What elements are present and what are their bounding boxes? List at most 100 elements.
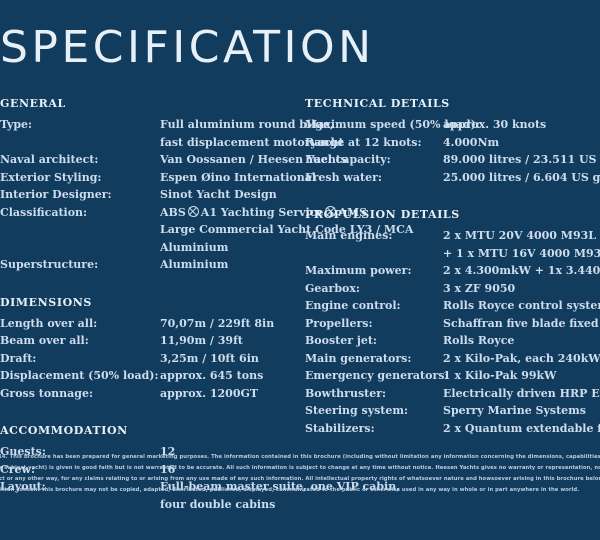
spec-label: Layout: <box>0 480 46 493</box>
spec-label: Range at 12 knots: <box>305 135 422 149</box>
spec-label: Stabilizers: <box>305 421 375 435</box>
spec-row: Displacement (50% load): approx. 645 ton… <box>0 367 330 385</box>
spec-row: Main engines: 2 x MTU 20V 4000 M93L Fixe… <box>305 227 600 245</box>
spec-row: Interior Designer: Sinot Yacht Design <box>0 186 330 204</box>
spec-label: Engine control: <box>305 299 401 312</box>
spec-row: Aluminium <box>0 239 330 257</box>
spec-label: Beam over all: <box>0 334 89 347</box>
spec-value: 2 x 4.300mkW + 1x 3.440kW <box>443 264 600 277</box>
left-column: GENERAL Type: Full aluminium round bilge… <box>0 96 413 514</box>
section-dimensions: DIMENSIONS Length over all: 70,07m / 229… <box>0 295 330 403</box>
spec-value: 12 <box>160 445 176 458</box>
section-general: GENERAL Type: Full aluminium round bilge… <box>0 96 413 274</box>
spec-value: 2 x Kilo-Pak, each 240kW <box>443 351 600 365</box>
spec-row: Large Commercial Yacht Code LY3 / MCA <box>0 221 413 239</box>
spec-value: 16 <box>160 462 176 476</box>
legal-line: it be liable in contract or any other wa… <box>0 476 600 482</box>
spec-value: 1 x Kilo-Pak 99kW <box>443 369 557 382</box>
spec-row: Crew: 16 <box>0 461 330 479</box>
spec-value: four double cabins <box>160 497 276 511</box>
spec-row: + 1 x MTU 16V 4000 M93L Booster Jet <box>305 245 600 263</box>
spec-row: fast displacement motoryacht <box>0 134 344 152</box>
spec-label: Maximum speed (50% load): <box>305 118 480 131</box>
page-title: SPECIFICATION <box>0 22 375 73</box>
spec-row: four double cabins <box>0 496 330 514</box>
spec-row: Gearbox: 3 x ZF 9050 <box>305 280 600 298</box>
spec-row: Fresh water: 25.000 litres / 6.604 US ga… <box>305 169 600 187</box>
spec-label: Main generators: <box>305 351 412 365</box>
spec-label: Propellers: <box>305 316 373 330</box>
spec-label: Naval architect: <box>0 153 99 166</box>
spec-label: Type: <box>0 118 33 131</box>
classification-prefix: ABS <box>160 205 186 219</box>
spec-value: 3 x ZF 9050 <box>443 281 516 295</box>
spec-label: Bowthruster: <box>305 386 387 400</box>
spec-value-classification: ABS A1 Yachting Service AMS <box>160 204 367 222</box>
spec-label: Crew: <box>0 462 36 476</box>
spec-row: Gross tonnage: approx. 1200GT <box>0 385 330 403</box>
legal-footer: © Heesen Yachts 2014. This brochure has … <box>0 452 600 496</box>
spec-row: Stabilizers: 2 x Quantum extendable fin … <box>305 420 600 438</box>
spec-value: Rolls Royce <box>443 334 515 347</box>
spec-value: Rolls Royce control system <box>443 299 600 312</box>
spec-value: approx. 1200GT <box>160 386 259 400</box>
spec-row: Type: Full aluminium round bilge, <box>0 116 334 134</box>
spec-row: Emergency generators: 1 x Kilo-Pak 99kW <box>305 367 600 385</box>
spec-value: Full aluminium round bilge, <box>160 118 334 131</box>
spec-row: Main generators: 2 x Kilo-Pak, each 240k… <box>305 350 600 368</box>
section-spacer <box>0 274 330 295</box>
spec-label: Interior Designer: <box>0 188 112 201</box>
section-spacer <box>0 402 330 423</box>
section-heading-accommodation: ACCOMMODATION <box>0 424 128 437</box>
spec-label: Displacement (50% load): <box>0 369 159 382</box>
spec-row: Draft: 3,25m / 10ft 6in <box>0 350 330 368</box>
spec-value: 89.000 litres / 23.511 US gallons <box>443 153 600 166</box>
spec-row: Naval architect: Van Oossanen / Heesen Y… <box>0 151 347 169</box>
spec-value: Schaffran five blade fixed pitch Ø 2.000… <box>443 316 600 330</box>
spec-label: Gross tonnage: <box>0 386 94 400</box>
spec-label: Length over all: <box>0 316 98 330</box>
spec-label: Gearbox: <box>305 281 360 295</box>
spec-value: Aluminium <box>160 258 229 271</box>
spec-value: 2 x MTU 20V 4000 M93L Fixed Propeller <box>443 229 600 242</box>
spec-label: Booster jet: <box>305 334 377 347</box>
section-heading-dimensions: DIMENSIONS <box>0 295 92 309</box>
spec-value: 4.000Nm <box>443 135 500 149</box>
maltese-cross-icon <box>325 205 337 217</box>
spec-label: Classification: <box>0 205 88 219</box>
classification-middle: A1 Yachting Service <box>200 205 324 219</box>
spec-row: Booster jet: Rolls Royce <box>305 332 600 350</box>
spec-value: approx. 30 knots <box>443 118 547 131</box>
spec-value: Electrically driven HRP Europe 165kW <box>443 386 600 400</box>
spec-value: 2 x Quantum extendable fin stabilizers <box>443 421 600 435</box>
spec-value: 3,25m / 10ft 6in <box>160 351 259 365</box>
spec-value: + 1 x MTU 16V 4000 M93L Booster Jet <box>443 246 600 260</box>
spec-row: Bowthruster: Electrically driven HRP Eur… <box>305 385 600 403</box>
spec-row: Steering system: Sperry Marine Systems <box>305 402 600 420</box>
section-heading-general: GENERAL <box>0 97 66 110</box>
spec-row: Exterior Styling: Espen Øino Internation… <box>0 169 330 187</box>
classification-suffix: AMS <box>338 205 368 219</box>
spec-row: Maximum power: 2 x 4.300mkW + 1x 3.440kW <box>305 262 600 280</box>
section-technical-details: TECHNICAL DETAILS Maximum speed (50% loa… <box>305 96 600 186</box>
spec-row: Guests: 12 <box>0 443 330 461</box>
section-heading-propulsion-details: PROPULSION DETAILS <box>305 208 460 221</box>
section-spacer <box>305 186 600 207</box>
spec-row: Propellers: Schaffran five blade fixed p… <box>305 315 600 333</box>
spec-row: Superstructure: Aluminium <box>0 256 330 274</box>
legal-line: characteristics of the subject yacht) is… <box>0 465 600 471</box>
spec-value: Sinot Yacht Design <box>160 188 277 201</box>
spec-row: Length over all: 70,07m / 229ft 8in <box>0 315 330 333</box>
spec-row: Engine control: Rolls Royce control syst… <box>305 297 600 315</box>
spec-value: Espen Øino International <box>160 170 317 184</box>
spec-label: Main engines: <box>305 229 393 242</box>
spec-label: Fuel capacity: <box>305 153 391 166</box>
spec-row: Maximum speed (50% load): approx. 30 kno… <box>305 116 600 134</box>
spec-row-classification: Classification: ABS A1 Yachting Service AM… <box>0 204 367 222</box>
legal-line: Without our prior written consent this b… <box>0 487 580 493</box>
spec-row: Fuel capacity: 89.000 litres / 23.511 US… <box>305 151 600 169</box>
spec-value: fast displacement motoryacht <box>160 135 344 149</box>
legal-line: © Heesen Yachts 2014. This brochure has … <box>0 454 600 460</box>
spec-value: approx. 645 tons <box>160 369 264 382</box>
